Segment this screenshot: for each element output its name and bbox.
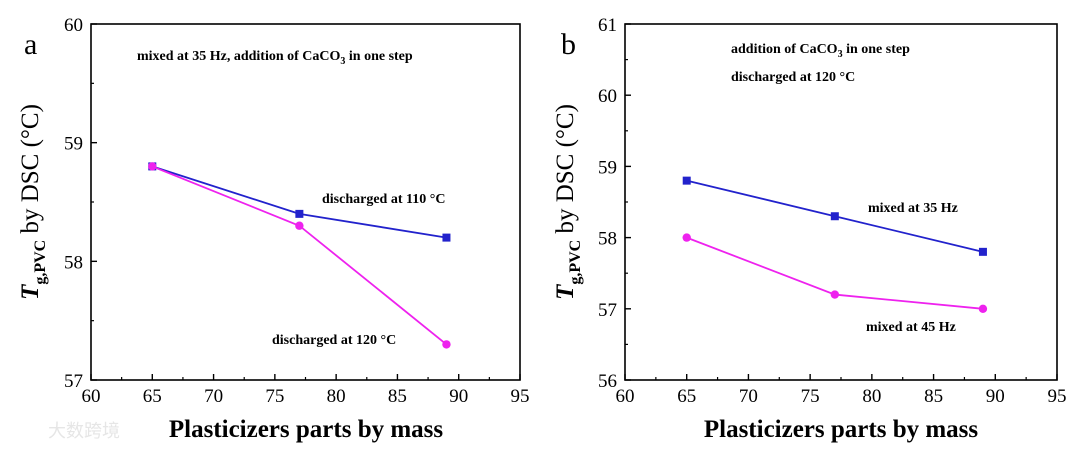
panel-a-xtick-label: 60 (82, 386, 101, 407)
panel-b-xtick-label: 85 (924, 386, 943, 407)
panel-b-xtick-label: 75 (801, 386, 820, 407)
panel-b-ylabel: Tg,PVC by DSC (°C) (552, 104, 584, 300)
watermark: 大数跨境 (48, 421, 120, 442)
panel-b-label: b (561, 28, 576, 61)
panel-b-series-2-label: mixed at 45 Hz (866, 320, 956, 335)
panel-a-series-2-label: discharged at 120 °C (272, 333, 396, 348)
panel-b-series-1-point (682, 176, 691, 185)
panel-b-annotation-2: discharged at 120 °C (731, 70, 855, 85)
panel-a-series-1-point (442, 233, 451, 242)
panel-a-plot-frame (90, 23, 521, 381)
panel-a-annotation-1: mixed at 35 Hz, addition of CaCO3 in one… (137, 49, 413, 67)
panel-b-series-1-point (830, 212, 839, 221)
panel-b-series-2-point (978, 304, 988, 313)
panel-a-xtick-label: 65 (143, 386, 162, 407)
panel-b-xtick-label: 90 (986, 386, 1005, 407)
panel-a-series-2-point (148, 162, 157, 171)
panel-a-series-1-point (295, 209, 304, 218)
panel-a-xlabel: Plasticizers parts by mass (169, 416, 444, 443)
panel-b-series-1-label: mixed at 35 Hz (868, 201, 958, 216)
panel-b-xtick-label: 95 (1048, 386, 1067, 407)
panel-a-xtick-label: 90 (449, 386, 468, 407)
panel-a-ytick-label: 60 (64, 15, 83, 36)
panel-b-ytick-label: 57 (598, 300, 617, 321)
panel-b-annotation-subscript: 3 (838, 49, 843, 60)
panel-b-xtick-label: 70 (739, 386, 758, 407)
panel-a-xtick-label: 85 (388, 386, 407, 407)
panel-b-series-1-point (978, 247, 987, 256)
panel-a-xtick-label: 95 (511, 386, 530, 407)
panel-b-ytick-label: 59 (598, 157, 617, 178)
panel-b-ytick-label: 56 (598, 371, 617, 392)
panel-a-annotation-subscript: 3 (340, 56, 345, 67)
panel-b-series-2-point (830, 290, 840, 299)
panel-b-xtick-label: 80 (862, 386, 881, 407)
panel-b-xtick-label: 65 (677, 386, 696, 407)
panel-b-series-2-point (682, 233, 691, 242)
panel-b-xtick-label: 60 (616, 386, 635, 407)
panel-b-annotation-1: addition of CaCO3 in one step (731, 42, 910, 60)
panel-b-xlabel: Plasticizers parts by mass (704, 416, 979, 443)
panel-a-ylabel: Tg,PVC by DSC (°C) (17, 104, 49, 300)
panel-a-xtick-label: 80 (327, 386, 346, 407)
panel-a-xtick-label: 75 (265, 386, 284, 407)
panel-a-ytick-label: 58 (64, 252, 83, 273)
panel-a-xtick-label: 70 (204, 386, 223, 407)
panel-b-ytick-label: 60 (598, 86, 617, 107)
panel-a-series-2-point (295, 221, 304, 230)
panel-a-series-1-label: discharged at 110 °C (322, 192, 445, 207)
panel-a-ytick-label: 57 (64, 371, 83, 392)
panel-a-series-2-point (442, 340, 451, 349)
panel-b-ytick-label: 58 (598, 229, 617, 250)
panel-a-label: a (24, 28, 37, 61)
panel-a-ytick-label: 59 (64, 134, 83, 155)
panel-b-ytick-label: 61 (598, 15, 617, 36)
